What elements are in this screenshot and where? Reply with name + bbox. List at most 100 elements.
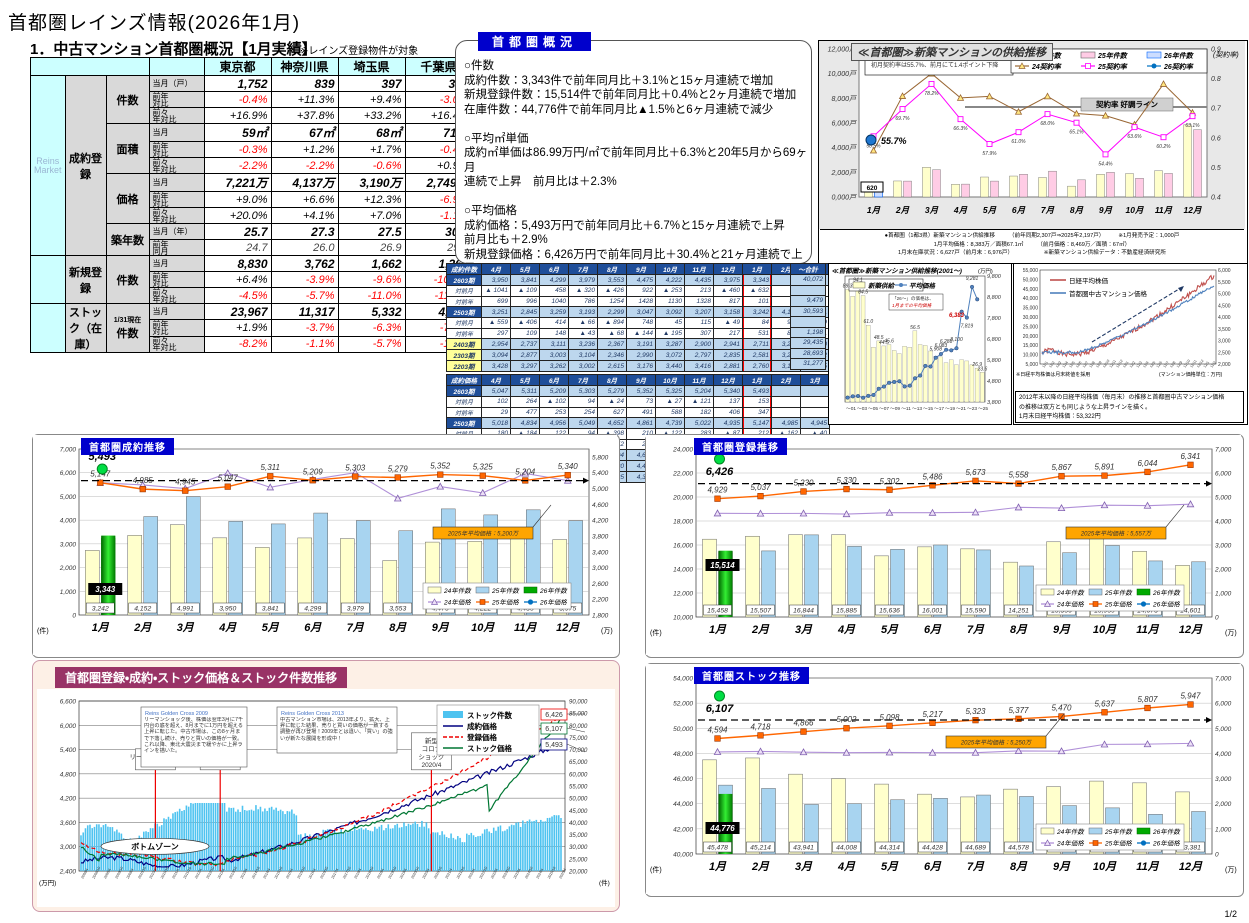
row-label: 前年 対比	[148, 91, 205, 108]
watermark-cell	[30, 303, 66, 353]
axis-label-left: (万円)	[39, 879, 56, 887]
table-cell: ▲ 102	[539, 396, 569, 408]
table-cell: 102	[481, 396, 511, 408]
price-label: 5,002	[836, 715, 857, 724]
table-cell: 4,222	[655, 274, 685, 286]
col-header: 6月	[539, 374, 569, 386]
svg-text:8,800: 8,800	[987, 295, 1002, 301]
y-tick-right: 3,800	[592, 533, 609, 540]
row-group-label: 成約登録	[64, 75, 107, 256]
price-label: 5,558	[1008, 471, 1029, 480]
y-tick-left: 10,000	[673, 615, 693, 622]
table-cell: 5,311	[510, 385, 540, 397]
bar-24	[874, 783, 889, 855]
table-cell: ▲ 68	[597, 327, 627, 339]
svg-text:～01: ～01	[846, 406, 856, 412]
svg-text:～19: ～19	[945, 406, 955, 412]
row-label: 2203期	[446, 360, 482, 372]
table-cell: 2,581	[742, 349, 772, 361]
svg-text:2,000: 2,000	[1218, 362, 1231, 368]
table-cell: ▲ 195	[655, 327, 685, 339]
svg-text:5,000: 5,000	[1218, 292, 1231, 298]
table-cell: ▲ 632	[742, 285, 772, 297]
count-label: 44,008	[836, 845, 857, 852]
table-cell: 817	[713, 295, 743, 307]
new-supply-chart: 0,000戸 2,000戸 4,000戸 6,000戸 8,000戸 10,000戸 12,…	[819, 41, 1245, 229]
col-header: 10月	[655, 374, 685, 386]
svg-text:24年価格: 24年価格	[1056, 601, 1084, 609]
table-cell: 406	[713, 406, 743, 418]
x-tick: 2020/10	[433, 866, 443, 879]
y-tick-left: 6,600	[60, 699, 77, 706]
x-label: 7月	[967, 861, 985, 873]
x-label: 6月	[304, 622, 322, 634]
svg-text:24年件数: 24年件数	[1056, 589, 1085, 597]
table-cell: 3,236	[568, 338, 598, 350]
svg-text:8,000戸: 8,000戸	[831, 95, 857, 103]
table-cell: 29	[481, 406, 511, 418]
col-header: 成約件数	[446, 263, 482, 275]
svg-text:4月: 4月	[953, 205, 968, 215]
x-tick: 2016/4	[308, 868, 317, 880]
count-label: 16,001	[922, 608, 943, 615]
table-cell: 786	[568, 295, 598, 307]
golden-cross-title: 首都圏登録・成約・ストック価格＆ストック件数推移	[55, 667, 348, 688]
table-cell: 2,367	[597, 338, 627, 350]
avg-note: 2025年平均価格：5,200万	[447, 530, 519, 538]
y-tick-right: 4,000	[1215, 519, 1232, 526]
count-label: 15,590	[965, 608, 986, 615]
table-cell: 2,881	[713, 360, 743, 372]
x-tick: 2023/4	[513, 868, 522, 880]
bar-supply	[928, 350, 933, 403]
svg-text:57.9%: 57.9%	[982, 151, 997, 157]
table-cell: -9.6%	[337, 271, 406, 288]
count-label: 43,381	[1180, 845, 1201, 852]
svg-text:44.5: 44.5	[879, 340, 889, 346]
svg-text:25契約率: 25契約率	[1097, 62, 1128, 71]
svg-text:0.5: 0.5	[1211, 165, 1221, 172]
price-label: 4,866	[793, 719, 814, 728]
price-label: 4,718	[750, 722, 771, 731]
col-header: 9月	[626, 263, 656, 275]
table-cell: 3,950	[481, 274, 511, 286]
table-header-row: 成約価格 4月 5月 6月 7月 8月 9月 10月 11月 12月 1月 2月 3月	[446, 374, 830, 386]
svg-text:～21: ～21	[956, 406, 966, 412]
svg-text:25年価格: 25年価格	[491, 599, 519, 607]
bar-24	[1038, 177, 1047, 198]
y-tick-left: 4,000	[60, 518, 77, 525]
x-tick: 2023/4	[490, 868, 499, 880]
price-label: 4,985	[133, 476, 154, 485]
metric-label: 件数	[105, 255, 150, 304]
svg-text:94.1: 94.1	[853, 277, 863, 283]
svg-text:6,288: 6,288	[940, 339, 953, 345]
table-cell: 458	[539, 285, 569, 297]
svg-text:12/4: 12/4	[1062, 361, 1069, 369]
axis-label-right: (万)	[601, 627, 613, 635]
header-blank	[30, 57, 150, 76]
table-cell: 2,941	[713, 338, 743, 350]
col-header: 7月	[568, 374, 598, 386]
x-label: 4月	[837, 861, 856, 873]
row-label: 2603期	[446, 274, 482, 286]
table-cell: 27.3	[270, 223, 339, 240]
table-header-row: 成約件数4月5月6月7月8月9月10月11月12月1月2月3月	[446, 263, 830, 275]
bar-supply	[959, 359, 964, 403]
svg-text:6月: 6月	[1012, 205, 1026, 215]
y-tick-right: 0	[1215, 852, 1219, 859]
highlight-marker	[714, 453, 725, 465]
bar-24	[1009, 175, 1018, 198]
x-label: 9月	[1053, 861, 1071, 873]
svg-text:45.6: 45.6	[884, 339, 894, 345]
table-cell: 397	[337, 75, 406, 92]
nikkei-legend-2: 首都圏中古マンション価格	[1069, 289, 1148, 298]
svg-text:54.4%: 54.4%	[1098, 161, 1113, 167]
row-label: 対前年	[446, 327, 482, 339]
table-cell: 5,279	[597, 385, 627, 397]
y-tick-right: 4,600	[592, 502, 609, 509]
y-tick-left: 4,800	[60, 771, 77, 778]
bottom-zone-label: ボトムゾーン	[131, 841, 179, 851]
table-cell: 748	[626, 317, 656, 329]
bar-supply	[855, 283, 861, 403]
bar-supply	[974, 367, 980, 403]
col-header: 8月	[597, 374, 627, 386]
